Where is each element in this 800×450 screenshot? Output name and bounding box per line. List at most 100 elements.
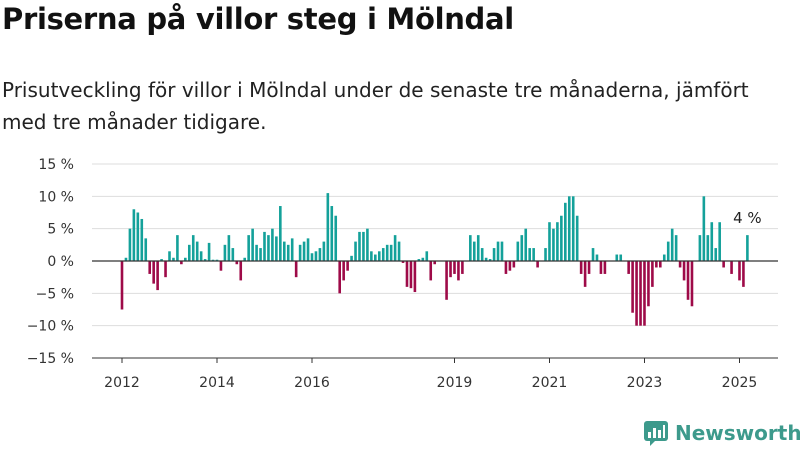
bar xyxy=(453,261,456,274)
bar xyxy=(662,254,666,261)
bar xyxy=(286,244,290,261)
y-tick-label: −15 % xyxy=(27,351,74,367)
brand-name: Newsworthy xyxy=(675,421,800,445)
bar xyxy=(686,261,690,300)
bar xyxy=(120,261,124,310)
bar xyxy=(322,241,326,261)
bar xyxy=(231,248,235,261)
bar xyxy=(128,228,132,261)
bar xyxy=(338,261,341,294)
bar xyxy=(413,261,417,293)
bar xyxy=(144,238,148,261)
bar xyxy=(306,238,310,261)
y-tick-label: 10 % xyxy=(38,189,74,205)
bar xyxy=(619,254,623,261)
bar xyxy=(290,238,294,261)
bar xyxy=(148,261,152,274)
bar xyxy=(587,261,591,274)
bar xyxy=(536,261,539,268)
bar xyxy=(282,241,286,261)
bar xyxy=(187,244,191,261)
bar xyxy=(651,261,654,287)
bar xyxy=(255,244,258,261)
bar xyxy=(401,261,405,263)
y-tick-label: −5 % xyxy=(36,286,74,302)
bar xyxy=(603,261,607,274)
bar xyxy=(461,261,464,274)
bar xyxy=(326,193,330,261)
bar xyxy=(275,236,278,261)
bar xyxy=(635,261,638,326)
bar xyxy=(666,241,670,261)
bar xyxy=(718,222,721,261)
bar xyxy=(508,261,512,271)
bar xyxy=(362,231,365,261)
x-tick-label: 2016 xyxy=(294,375,330,391)
x-tick-label: 2019 xyxy=(437,375,473,391)
bar xyxy=(124,257,128,261)
bar xyxy=(698,235,702,261)
bar xyxy=(591,248,595,261)
bar xyxy=(579,261,583,274)
bar xyxy=(706,235,710,261)
bar xyxy=(385,244,389,261)
bar xyxy=(516,241,520,261)
bar xyxy=(659,261,662,268)
bar xyxy=(564,202,567,261)
bar xyxy=(334,215,338,261)
bar xyxy=(504,261,508,274)
bar xyxy=(243,257,246,261)
bar xyxy=(670,228,674,261)
bar xyxy=(191,235,195,261)
bar xyxy=(690,261,694,307)
bar xyxy=(219,261,223,271)
bar xyxy=(500,241,504,261)
last-value-label: 4 % xyxy=(733,209,762,227)
x-tick-label: 2012 xyxy=(104,375,140,391)
bar xyxy=(195,241,199,261)
bar xyxy=(556,222,559,261)
bar xyxy=(132,209,136,261)
chart-title: Priserna på villor steg i Mölndal xyxy=(2,2,514,36)
bar xyxy=(247,235,250,261)
bar xyxy=(496,241,500,261)
bar xyxy=(176,235,179,261)
bar xyxy=(318,248,322,261)
bar xyxy=(271,228,274,261)
bar xyxy=(370,251,373,261)
bar-chart: 15 % 10 % 5 % 0 % −5 % −10 % −15 % 2012 2014 2016… xyxy=(27,157,778,391)
bar xyxy=(714,248,718,261)
bar xyxy=(366,228,369,261)
bar xyxy=(599,261,603,274)
bar xyxy=(433,261,436,265)
bar xyxy=(354,241,357,261)
y-tick-label: −10 % xyxy=(27,319,74,335)
x-tick-label: 2023 xyxy=(627,375,663,391)
chart-subtitle: Prisutveckling för villor i Mölndal unde… xyxy=(2,78,749,134)
bar xyxy=(528,248,531,261)
bar xyxy=(524,228,528,261)
bar xyxy=(512,261,516,268)
bar xyxy=(722,261,725,268)
bar xyxy=(259,248,262,261)
bar xyxy=(627,261,630,274)
bar xyxy=(180,261,183,265)
bar xyxy=(421,257,425,261)
bar xyxy=(560,215,563,261)
bar xyxy=(381,248,385,261)
y-tick-label: 5 % xyxy=(47,222,74,238)
bar xyxy=(203,259,207,261)
newsworthy-icon xyxy=(644,421,668,446)
bar xyxy=(302,241,306,261)
bar xyxy=(639,261,642,326)
bar xyxy=(405,261,409,287)
bar xyxy=(393,235,397,261)
bar xyxy=(571,196,575,261)
bar xyxy=(544,248,547,261)
bar xyxy=(136,212,140,261)
bar xyxy=(211,259,215,261)
bar xyxy=(152,261,155,284)
bar xyxy=(294,261,298,278)
bar xyxy=(199,251,203,261)
x-tick-label: 2021 xyxy=(532,375,568,391)
